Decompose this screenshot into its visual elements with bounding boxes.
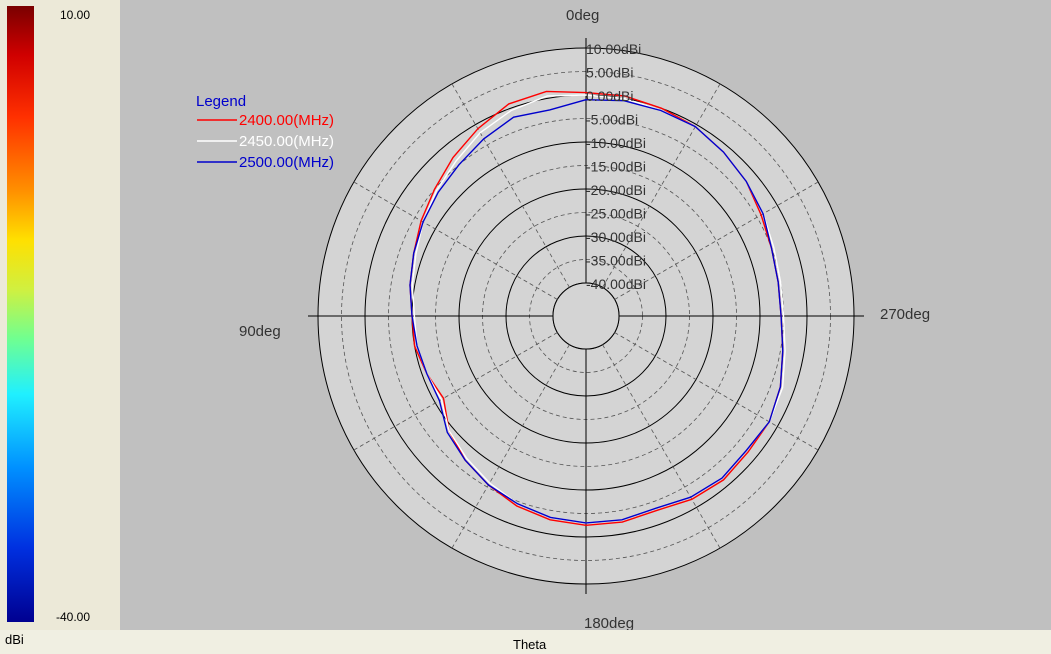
radial-tick-label: -10.00dBi <box>586 135 646 151</box>
radial-tick-label: -30.00dBi <box>586 229 646 245</box>
radial-tick-label: 10.00dBi <box>586 41 641 57</box>
center-circle <box>552 282 620 350</box>
colorbar-panel: 10.00 -40.00 <box>0 0 120 630</box>
angle-label: 90deg <box>239 323 281 340</box>
x-axis-label: Theta <box>513 637 547 652</box>
radial-tick-label: 0.00dBi <box>586 88 633 104</box>
legend-entry: 2400.00(MHz) <box>239 112 334 129</box>
radial-tick-label: 5.00dBi <box>586 65 633 81</box>
radial-tick-label: -5.00dBi <box>586 112 638 128</box>
radial-tick-label: -35.00dBi <box>586 253 646 269</box>
angle-label: 0deg <box>566 7 599 24</box>
angle-label: 180deg <box>584 615 634 630</box>
legend-entry: 2500.00(MHz) <box>239 154 334 171</box>
polar-chart: 10.00dBi 5.00dBi 0.00dBi -5.00dBi -10.00dBi -… <box>196 7 930 630</box>
legend-entry: 2450.00(MHz) <box>239 133 334 150</box>
bottom-bar <box>0 630 1051 654</box>
series-line-0 <box>409 90 784 527</box>
colorbar-max-label: 10.00 <box>60 8 91 22</box>
radial-tick-label: -15.00dBi <box>586 159 646 175</box>
plot-area: 10.00dBi 5.00dBi 0.00dBi -5.00dBi -10.00dBi -… <box>120 0 1051 630</box>
legend-title: Legend <box>196 93 246 110</box>
series-line-2 <box>409 99 784 524</box>
colorbar-unit-label: dBi <box>5 632 24 647</box>
radial-tick-label: -20.00dBi <box>586 182 646 198</box>
radial-tick-label: -40.00dBi <box>586 276 646 292</box>
colorbar-min-label: -40.00 <box>56 610 91 624</box>
radial-tick-label: -25.00dBi <box>586 206 646 222</box>
colorbar-gradient <box>7 6 34 622</box>
angle-label: 270deg <box>880 306 930 323</box>
